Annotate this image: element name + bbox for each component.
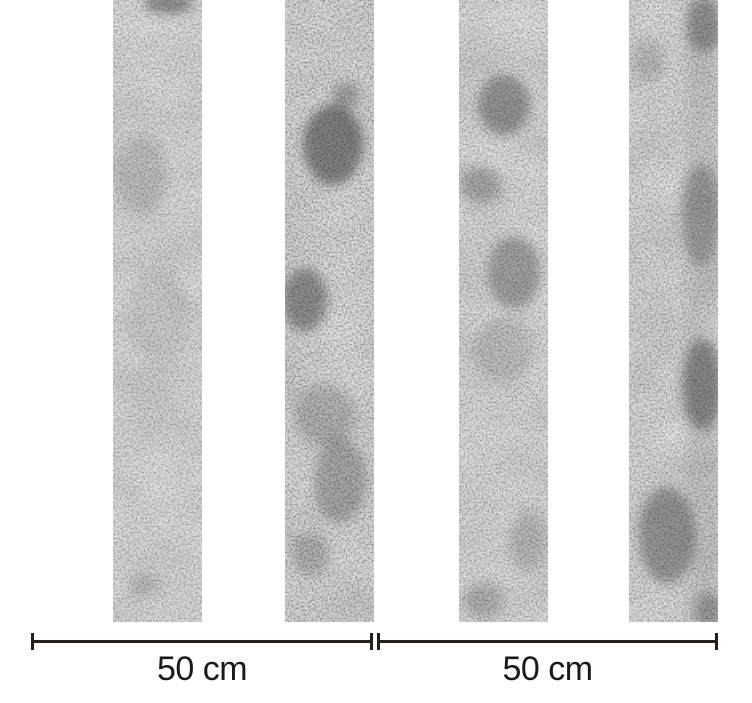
strip-1-dark-patches (115, 0, 192, 595)
scale-bar-left-line (31, 640, 373, 643)
photo-strip-4 (629, 0, 718, 622)
scale-bar-right-tick-end (715, 633, 718, 650)
photo-strip-2 (285, 0, 374, 622)
texture-strips-image (113, 0, 718, 622)
scale-bar-left (31, 633, 373, 650)
scale-bar-left-label: 50 cm (156, 650, 248, 688)
scale-bar-right (377, 633, 718, 650)
scale-bar-right-line (377, 640, 718, 643)
strip-3-dark-patches (461, 75, 547, 618)
photo-strip-3 (459, 0, 548, 622)
strip-4-dark-patches (633, 0, 718, 622)
scale-bar-left-tick-end (370, 633, 373, 650)
photo-strip-1 (113, 0, 202, 622)
strip-2-dark-patches (285, 81, 366, 577)
scale-bar-right-label: 50 cm (502, 650, 593, 688)
